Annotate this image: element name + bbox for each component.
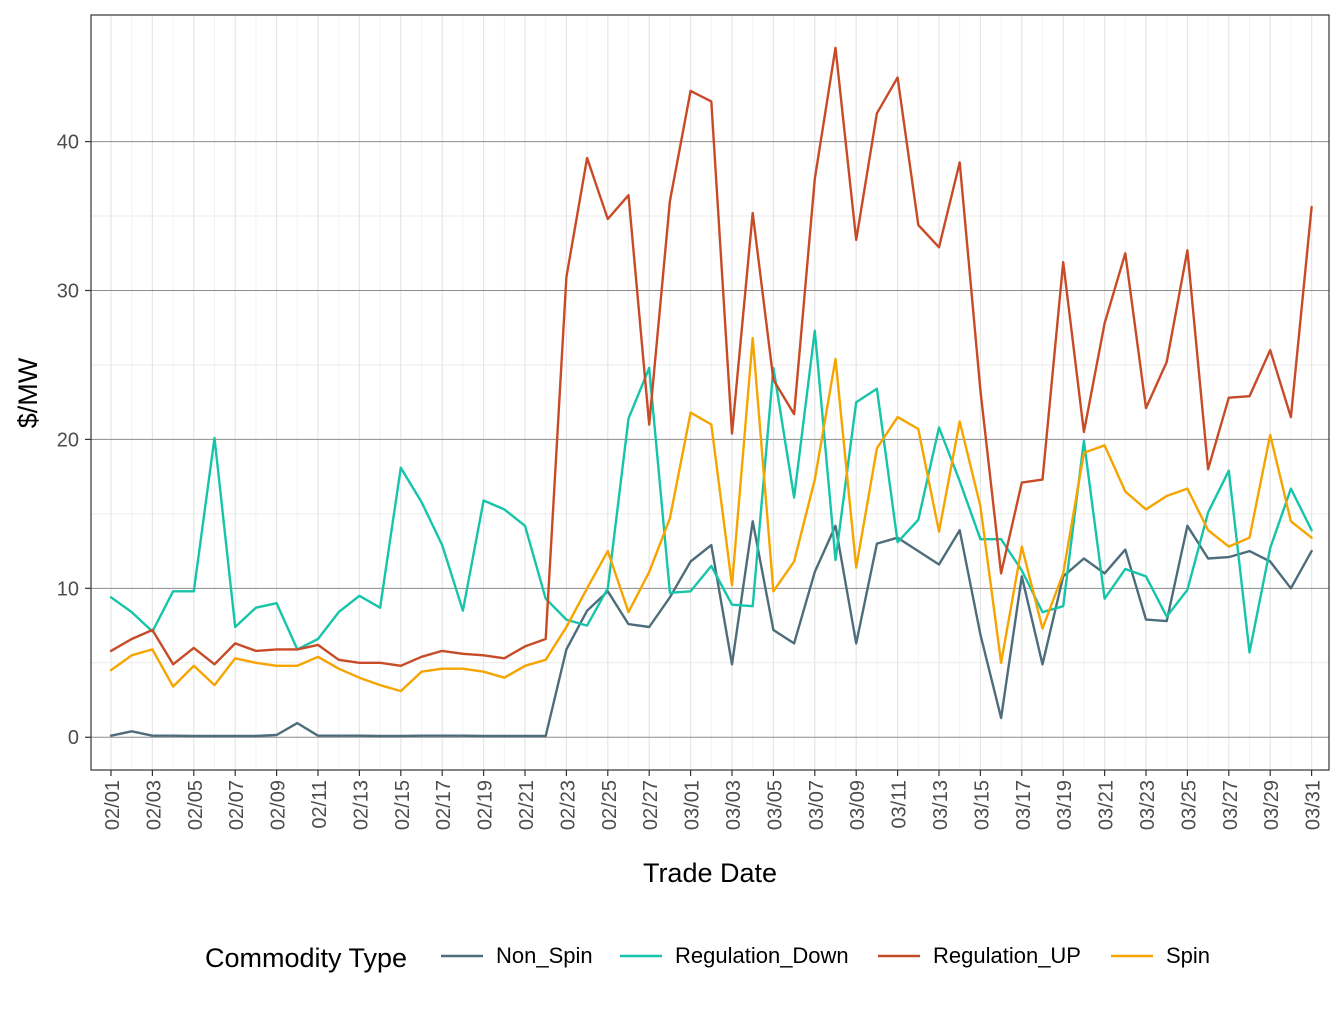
legend: Commodity Type Non_Spin Regulation_Down Re… — [205, 943, 1210, 973]
y-axis-title: $/MW — [13, 357, 43, 428]
series-lines — [109, 46, 1313, 738]
x-tick-label: 03/31 — [1303, 780, 1325, 830]
x-tick-label: 02/19 — [475, 780, 497, 830]
plot-border — [90, 14, 1330, 771]
legend-label-non-spin: Non_Spin — [496, 943, 593, 968]
x-tick-label: 03/05 — [764, 780, 786, 830]
series-line-non-spin — [109, 520, 1313, 738]
legend-label-spin: Spin — [1166, 943, 1210, 968]
y-tick-label: 0 — [68, 727, 79, 749]
x-tick-label: 03/07 — [806, 780, 828, 830]
x-axis-title: Trade Date — [643, 858, 777, 888]
x-tick-label: 03/17 — [1013, 780, 1035, 830]
x-tick-label: 02/23 — [557, 780, 579, 830]
x-tick-label: 03/27 — [1220, 780, 1242, 830]
x-tick-label: 03/29 — [1261, 780, 1283, 830]
x-tick-label: 02/03 — [143, 780, 165, 830]
x-tick-label: 03/21 — [1096, 780, 1118, 830]
legend-label-regulation-down: Regulation_Down — [675, 943, 849, 968]
x-tick-label: 02/27 — [640, 780, 662, 830]
x-tick-label: 02/07 — [226, 780, 248, 830]
x-tick-label: 02/09 — [268, 780, 290, 830]
x-tick-label: 03/19 — [1054, 780, 1076, 830]
minor-gridlines — [91, 15, 1329, 770]
x-tick-label: 03/25 — [1178, 780, 1200, 830]
x-tick-label: 02/17 — [433, 780, 455, 830]
major-gridlines — [91, 15, 1329, 770]
y-tick-label: 10 — [57, 578, 79, 600]
x-tick-label: 03/15 — [971, 780, 993, 830]
legend-label-regulation-up: Regulation_UP — [933, 943, 1081, 968]
x-tick-label: 03/03 — [723, 780, 745, 830]
series-line-regulation-down — [109, 329, 1313, 654]
legend-title: Commodity Type — [205, 943, 407, 973]
x-tick-label: 02/15 — [392, 780, 414, 830]
x-tick-label: 03/23 — [1137, 780, 1159, 830]
y-tick-label: 20 — [57, 429, 79, 451]
y-tick-label: 30 — [57, 280, 79, 302]
x-tick-label: 02/21 — [516, 780, 538, 830]
x-tick-label: 02/01 — [102, 780, 124, 830]
x-tick-label: 02/13 — [350, 780, 372, 830]
x-tick-label: 03/13 — [930, 780, 952, 830]
series-line-spin — [109, 336, 1313, 693]
x-tick-label: 03/01 — [682, 780, 704, 830]
series-line-regulation-up — [109, 46, 1313, 667]
x-tick-label: 02/05 — [185, 780, 207, 830]
x-tick-label: 03/09 — [847, 780, 869, 830]
y-tick-label: 40 — [57, 132, 79, 154]
x-tick-label: 02/11 — [309, 780, 331, 829]
x-axis: 02/01 02/03 02/05 02/07 02/09 02/11 02/13 02/15… — [102, 770, 1325, 830]
x-tick-label: 02/25 — [599, 780, 621, 830]
y-axis: 0 10 20 30 40 — [57, 132, 91, 749]
x-tick-label: 03/11 — [889, 780, 911, 829]
